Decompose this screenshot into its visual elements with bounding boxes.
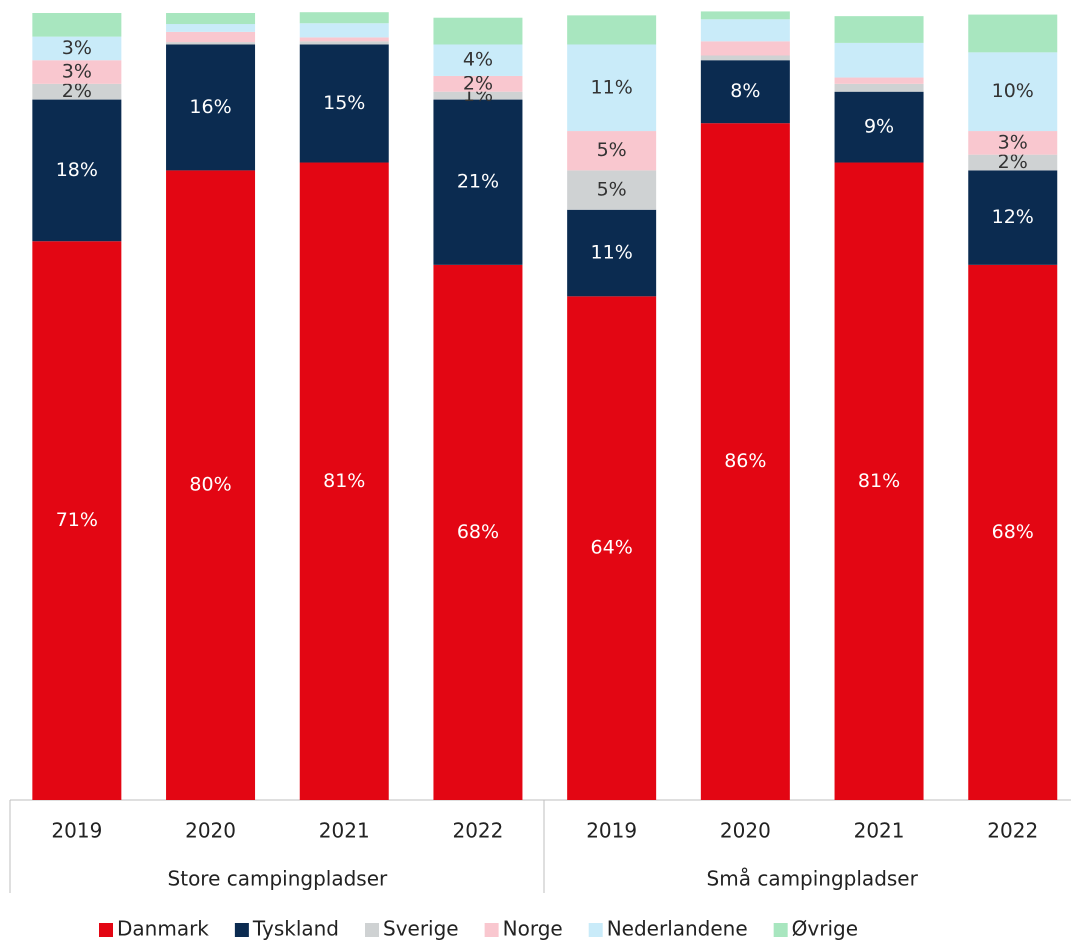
bar-segment	[433, 17, 523, 45]
bar-segment	[32, 60, 122, 84]
bar-segment	[32, 99, 122, 242]
x-tick-label: 2020	[720, 819, 771, 843]
data-label: 16%	[189, 96, 231, 118]
legend-swatch	[773, 923, 788, 937]
legend-label: Norge	[503, 917, 563, 941]
x-tick-label: 2021	[854, 819, 905, 843]
bar-segment	[299, 12, 389, 24]
bar-segment	[567, 44, 657, 132]
bar-segment	[166, 13, 256, 25]
bar-segment	[968, 14, 1058, 53]
legend-swatch	[234, 923, 249, 937]
bar-segment	[32, 83, 122, 100]
data-label: 12%	[992, 206, 1034, 228]
bar-segment	[567, 170, 657, 210]
data-label: 81%	[323, 470, 365, 492]
data-label: 64%	[591, 537, 633, 559]
x-tick-label: 2022	[452, 819, 503, 843]
bar-segment	[299, 162, 389, 800]
bar-segment	[968, 170, 1058, 265]
x-tick-label: 2020	[185, 819, 236, 843]
bar-segment	[968, 264, 1058, 801]
bar-segment	[834, 162, 924, 800]
data-label: 86%	[724, 450, 766, 472]
data-label: 68%	[457, 521, 499, 543]
bar-segment	[433, 264, 523, 801]
data-label: 2%	[463, 72, 493, 94]
data-label: 5%	[597, 179, 627, 201]
bar-segment	[299, 37, 389, 42]
legend-label: Øvrige	[792, 917, 858, 941]
legend-swatch	[484, 923, 499, 937]
data-label: 5%	[597, 139, 627, 161]
bar-segment	[433, 44, 523, 76]
bar-segment	[834, 91, 924, 163]
bar-segment	[700, 11, 790, 20]
bar-segment	[968, 52, 1058, 132]
legend-label: Tyskland	[252, 917, 339, 941]
bar-segment	[433, 99, 523, 265]
bar-segment	[567, 131, 657, 171]
bar-segment	[166, 24, 256, 32]
bar-segment	[834, 77, 924, 84]
bar-segment	[834, 16, 924, 43]
bar-segment	[166, 42, 256, 45]
data-label: 4%	[463, 49, 493, 71]
bar-segment	[299, 23, 389, 38]
bar-segment	[567, 296, 657, 800]
x-tick-label: 2022	[987, 819, 1038, 843]
data-label: 21%	[457, 171, 499, 193]
bar-segment	[166, 31, 256, 43]
bar-segment	[834, 83, 924, 92]
bar-segment	[433, 75, 523, 92]
bar-segment	[433, 91, 523, 100]
bar-segment	[834, 42, 924, 78]
data-label: 80%	[189, 474, 231, 496]
bar-segment	[700, 123, 790, 801]
bar-segment	[968, 154, 1058, 171]
bar-segment	[700, 55, 790, 61]
data-label: 10%	[992, 80, 1034, 102]
bar-segment	[299, 41, 389, 45]
legend-swatch	[99, 923, 113, 937]
bar-segment	[968, 131, 1058, 155]
data-label: 11%	[591, 76, 633, 98]
legend-swatch	[588, 923, 603, 937]
group-label: Store campingpladser	[168, 867, 389, 891]
bar-segment	[32, 13, 122, 37]
bar-segment	[700, 41, 790, 56]
legend-swatch	[365, 923, 379, 937]
legend-label: Sverige	[383, 917, 459, 941]
data-label: 15%	[323, 92, 365, 114]
bar-segment	[166, 44, 256, 171]
data-label: 9%	[864, 116, 894, 138]
data-label: 81%	[858, 470, 900, 492]
data-label: 2%	[62, 80, 92, 102]
data-label: 3%	[62, 61, 92, 83]
group-label: Små campingpladser	[707, 867, 919, 891]
data-label: 8%	[730, 80, 760, 102]
bar-segment	[32, 36, 122, 61]
bar-segment	[32, 241, 122, 801]
bar-segment	[567, 15, 657, 45]
data-label: 71%	[56, 509, 98, 531]
bar-segment	[567, 209, 657, 297]
bar-segment	[166, 170, 256, 800]
bar-segment	[299, 44, 389, 163]
data-label: 11%	[591, 242, 633, 264]
legend-label: Nederlandene	[607, 917, 748, 941]
data-label: 3%	[62, 37, 92, 59]
data-label: 3%	[998, 131, 1028, 153]
bar-segment	[700, 60, 790, 124]
x-tick-label: 2019	[51, 819, 102, 843]
data-label: 2%	[998, 151, 1028, 173]
legend-label: Danmark	[117, 917, 209, 941]
bar-segment	[700, 19, 790, 42]
x-tick-label: 2019	[586, 819, 637, 843]
x-tick-label: 2021	[319, 819, 370, 843]
data-label: 18%	[56, 159, 98, 181]
data-label: 68%	[992, 521, 1034, 543]
